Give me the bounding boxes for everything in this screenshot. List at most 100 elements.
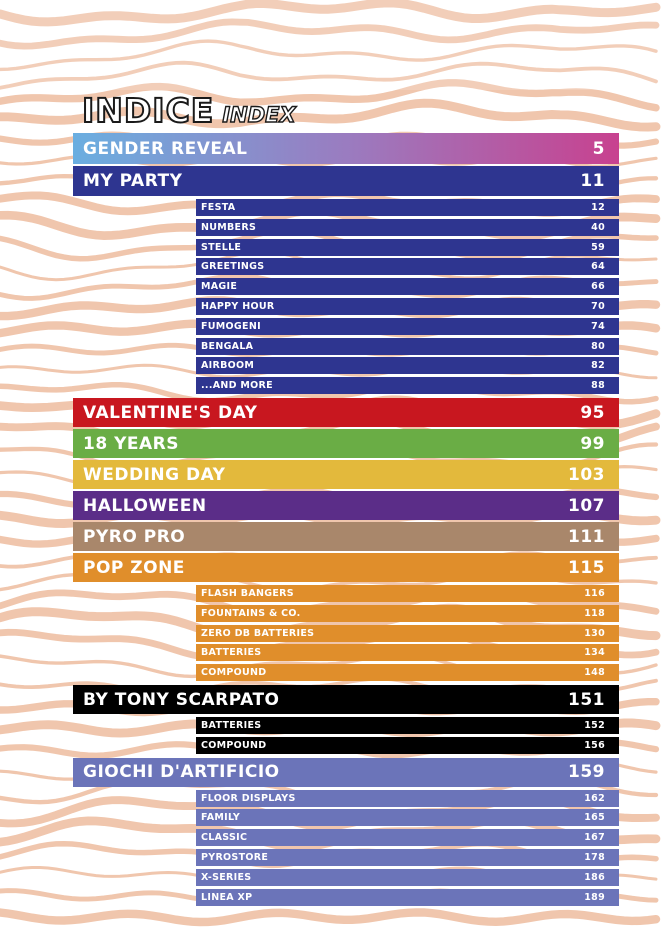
index-section-row[interactable]: HALLOWEEN 107: [73, 491, 619, 520]
subsection-page-number: 118: [584, 607, 605, 619]
subsection-label: BENGALA: [201, 340, 254, 352]
index-section-row[interactable]: GIOCHI D'ARTIFICIO 159: [73, 757, 619, 787]
subsection-label: FESTA: [201, 202, 236, 213]
subsection-label: NUMBERS: [201, 221, 257, 233]
subsection-label: PYROSTORE: [201, 852, 269, 863]
subsection-page-number: 66: [591, 281, 605, 293]
subsection-label: FAMILY: [201, 812, 240, 824]
section-label: VALENTINE'S DAY: [83, 402, 258, 423]
index-title: INDICE INDEX: [81, 91, 297, 130]
subsection-label: FLASH BANGERS: [201, 588, 294, 599]
index-subsection-row[interactable]: FLASH BANGERS 116: [196, 585, 619, 602]
section-page-number: 159: [568, 762, 605, 783]
background-wave-line: [0, 908, 661, 927]
subsection-page-number: 74: [591, 320, 605, 332]
section-page-number: 95: [580, 402, 605, 423]
subsection-label: BATTERIES: [201, 647, 262, 659]
section-page-number: 151: [568, 689, 605, 710]
subsection-label: AIRBOOM: [201, 360, 255, 372]
subsection-label: X-SERIES: [201, 871, 252, 883]
index-subsection-row[interactable]: FOUNTAINS & CO. 118: [196, 604, 619, 622]
subsection-page-number: 40: [591, 221, 605, 233]
index-section-row[interactable]: BY TONY SCARPATO 151: [73, 685, 619, 714]
background-wave-line: [0, 79, 660, 112]
index-subsection-row[interactable]: FLOOR DISPLAYS 162: [196, 789, 619, 807]
subsection-page-number: 59: [591, 241, 605, 253]
section-label: 18 YEARS: [83, 433, 179, 454]
index-subsection-row[interactable]: ...AND MORE 88: [196, 377, 619, 395]
subsection-page-number: 148: [584, 667, 605, 679]
index-subsection-row[interactable]: ZERO DB BATTERIES 130: [196, 624, 619, 642]
section-page-number: 11: [580, 171, 605, 191]
index-subsection-row[interactable]: STELLE 59: [196, 238, 619, 256]
section-label: MY PARTY: [83, 171, 183, 191]
index-subsection-row[interactable]: AIRBOOM 82: [196, 357, 619, 375]
subsection-label: FLOOR DISPLAYS: [201, 792, 296, 804]
subsection-label: ZERO DB BATTERIES: [201, 627, 315, 639]
index-subsection-row[interactable]: BENGALA 80: [196, 337, 619, 355]
background-wave-line: [0, 60, 658, 90]
subsection-page-number: 178: [584, 852, 605, 863]
index-subsection-row[interactable]: HAPPY HOUR 70: [196, 298, 619, 315]
subsection-page-number: 167: [584, 832, 605, 844]
index-subsection-row[interactable]: LINEA XP 189: [196, 888, 619, 906]
index-section-row[interactable]: VALENTINE'S DAY 95: [73, 398, 619, 427]
index-subsection-row[interactable]: BATTERIES 152: [196, 717, 619, 734]
subsection-label: FUMOGENI: [201, 320, 261, 332]
subsection-page-number: 189: [584, 891, 605, 903]
background-wave-line: [0, 39, 658, 72]
section-page-number: 115: [568, 557, 605, 578]
subsection-page-number: 186: [584, 871, 605, 883]
subsection-page-number: 116: [584, 588, 605, 599]
index-section-row[interactable]: WEDDING DAY 103: [73, 460, 619, 489]
subsection-label: FOUNTAINS & CO.: [201, 607, 301, 619]
section-label: POP ZONE: [83, 557, 185, 578]
index-subsection-row[interactable]: NUMBERS 40: [196, 218, 619, 236]
index-section-row[interactable]: POP ZONE 115: [73, 553, 619, 582]
background-wave-line: [0, 98, 661, 132]
subsection-label: CLASSIC: [201, 832, 248, 844]
index-subsection-row[interactable]: FESTA 12: [196, 199, 619, 216]
subsection-page-number: 12: [591, 202, 605, 213]
section-page-number: 107: [568, 495, 605, 516]
subsection-label: COMPOUND: [201, 739, 267, 751]
subsection-page-number: 130: [584, 627, 605, 639]
section-page-number: 5: [592, 138, 605, 159]
subsection-page-number: 64: [591, 261, 605, 273]
index-section-row[interactable]: GENDER REVEAL 5: [73, 133, 619, 164]
index-subsection-row[interactable]: PYROSTORE 178: [196, 849, 619, 866]
subsection-label: ...AND MORE: [201, 380, 273, 392]
section-label: WEDDING DAY: [83, 464, 226, 485]
index-section-row[interactable]: MY PARTY 11: [73, 166, 619, 196]
section-label: GENDER REVEAL: [83, 138, 248, 159]
index-subsection-row[interactable]: BATTERIES 134: [196, 644, 619, 662]
subsection-page-number: 70: [591, 301, 605, 312]
subsection-label: HAPPY HOUR: [201, 301, 275, 312]
section-page-number: 103: [568, 464, 605, 485]
subsection-page-number: 152: [584, 720, 605, 731]
section-label: HALLOWEEN: [83, 495, 207, 516]
index-subsection-row[interactable]: COMPOUND 156: [196, 736, 619, 754]
index-subsection-row[interactable]: FAMILY 165: [196, 809, 619, 827]
index-subsection-row[interactable]: CLASSIC 167: [196, 829, 619, 847]
subsection-label: BATTERIES: [201, 720, 262, 731]
background-wave-overlay: [0, 0, 662, 90]
subsection-page-number: 156: [584, 739, 605, 751]
subsection-page-number: 165: [584, 812, 605, 824]
index-section-row[interactable]: 18 YEARS 99: [73, 429, 619, 458]
index-subsection-row[interactable]: MAGIE 66: [196, 278, 619, 296]
index-subsection-row[interactable]: FUMOGENI 74: [196, 317, 619, 335]
index-subsection-row[interactable]: X-SERIES 186: [196, 868, 619, 886]
index-title-sub: INDEX: [222, 103, 297, 127]
section-label: PYRO PRO: [83, 526, 186, 547]
section-page-number: 111: [568, 526, 605, 547]
subsection-page-number: 82: [591, 360, 605, 372]
index-section-row[interactable]: PYRO PRO 111: [73, 522, 619, 551]
index-subsection-row[interactable]: COMPOUND 148: [196, 664, 619, 682]
subsection-page-number: 134: [584, 647, 605, 659]
index-subsection-row[interactable]: GREETINGS 64: [196, 258, 619, 276]
index-title-main: INDICE: [81, 91, 215, 130]
section-label: GIOCHI D'ARTIFICIO: [83, 762, 280, 783]
subsection-label: MAGIE: [201, 281, 238, 293]
